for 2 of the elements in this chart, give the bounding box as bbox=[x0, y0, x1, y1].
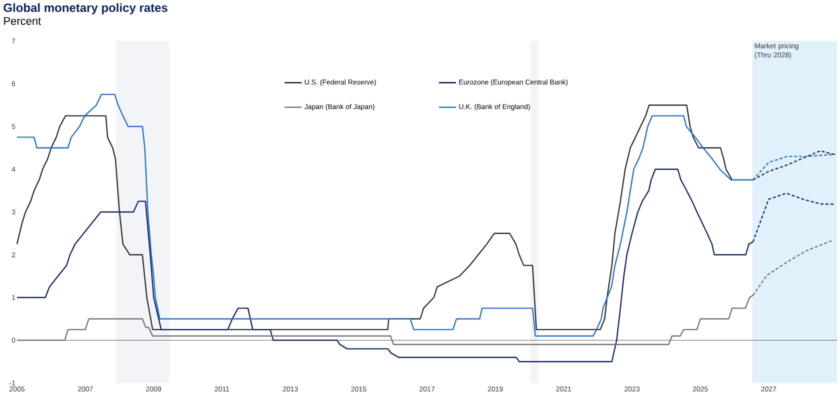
chart-title: Global monetary policy rates bbox=[4, 3, 168, 14]
chart-subtitle: Percent bbox=[4, 17, 42, 25]
